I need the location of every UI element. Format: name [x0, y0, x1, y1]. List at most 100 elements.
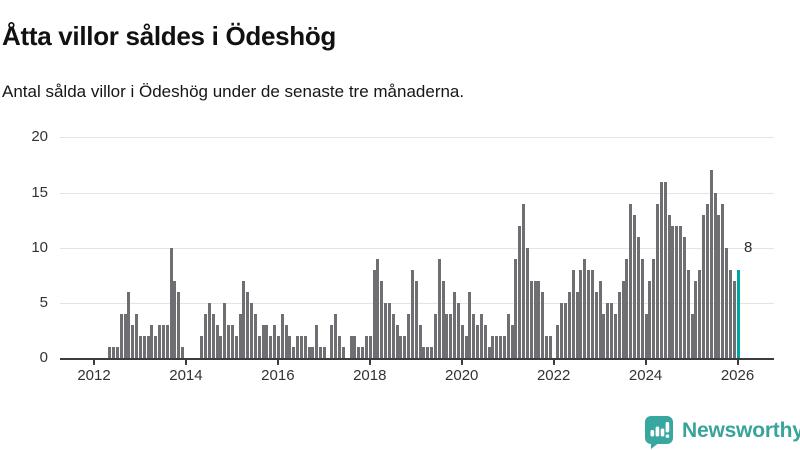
x-axis-label: 2024: [628, 367, 663, 384]
page-title: Åtta villor såldes i Ödeshög: [2, 21, 337, 52]
bar: [445, 313, 449, 358]
bar: [280, 313, 284, 358]
bar: [204, 313, 208, 358]
bar: [441, 280, 445, 358]
bar: [200, 335, 204, 358]
bar: [522, 203, 526, 358]
bar: [533, 280, 537, 358]
x-axis-line: [60, 357, 774, 360]
bar: [353, 335, 357, 358]
bar: [303, 335, 307, 358]
bar: [384, 302, 388, 358]
bar: [349, 335, 353, 358]
bar: [499, 335, 503, 358]
bar: [502, 335, 506, 358]
bar: [721, 203, 725, 358]
bar: [564, 302, 568, 358]
bar: [173, 280, 177, 358]
bar: [579, 269, 583, 358]
bar: [479, 313, 483, 358]
bar: [119, 313, 123, 358]
bar: [679, 225, 683, 358]
bar: [426, 346, 430, 358]
bar: [556, 324, 560, 358]
bar: [690, 313, 694, 358]
bar: [169, 247, 173, 358]
x-axis-label: 2026: [720, 367, 755, 384]
bar: [671, 225, 675, 358]
bar: [296, 335, 300, 358]
bar: [368, 335, 372, 358]
bar: [621, 280, 625, 358]
bar: [491, 335, 495, 358]
bar: [391, 313, 395, 358]
bar: [418, 324, 422, 358]
bar: [682, 236, 686, 358]
gridline: [60, 247, 774, 249]
bar: [273, 324, 277, 358]
bar: [663, 181, 667, 358]
bar: [284, 324, 288, 358]
bar: [587, 269, 591, 358]
bar: [403, 335, 407, 358]
bar: [433, 313, 437, 358]
bar: [311, 346, 315, 358]
bar: [640, 258, 644, 358]
bar: [472, 313, 476, 358]
bar: [387, 302, 391, 358]
highlighted-bar: [736, 269, 740, 358]
bar: [514, 258, 518, 358]
bar: [276, 335, 280, 358]
bar: [506, 313, 510, 358]
bar: [334, 313, 338, 358]
bar: [207, 302, 211, 358]
bar: [590, 269, 594, 358]
x-axis-label: 2022: [536, 367, 571, 384]
y-axis-label: 5: [39, 293, 48, 311]
bar: [211, 313, 215, 358]
bar: [613, 313, 617, 358]
bar: [318, 346, 322, 358]
bar: [177, 291, 181, 358]
bar: [407, 313, 411, 358]
bar: [338, 335, 342, 358]
bar: [131, 324, 135, 358]
bar: [583, 258, 587, 358]
bar: [376, 258, 380, 358]
bar: [575, 291, 579, 358]
x-axis-tick: [552, 359, 555, 365]
bar: [544, 335, 548, 358]
bar: [537, 280, 541, 358]
bar: [460, 324, 464, 358]
bar: [529, 280, 533, 358]
bar: [702, 214, 706, 358]
bar: [422, 346, 426, 358]
y-axis-label: 20: [31, 128, 48, 146]
bar: [495, 335, 499, 358]
bar: [364, 335, 368, 358]
bar: [135, 313, 139, 358]
x-axis-label: 2018: [353, 367, 387, 384]
bar: [541, 291, 545, 358]
bar: [636, 236, 640, 358]
gridline: [60, 137, 774, 139]
bar: [659, 181, 663, 358]
bar: [652, 258, 656, 358]
x-axis-tick: [736, 359, 739, 365]
bar: [223, 302, 227, 358]
x-axis-label: 2016: [261, 367, 295, 384]
bar: [476, 324, 480, 358]
bar: [705, 203, 709, 358]
y-axis-label: 10: [31, 238, 48, 256]
bar: [315, 324, 319, 358]
bar: [437, 258, 441, 358]
bar: [142, 335, 146, 358]
bar: [717, 214, 721, 358]
bar: [380, 280, 384, 358]
x-axis-label: 2020: [445, 367, 479, 384]
bar: [629, 203, 633, 358]
bar: [675, 225, 679, 358]
bar: [525, 247, 529, 358]
y-axis-label: 15: [31, 183, 48, 201]
bar: [261, 324, 265, 358]
